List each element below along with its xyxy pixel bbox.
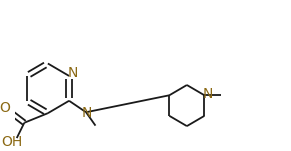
Text: N: N [81,106,92,120]
Text: N: N [203,87,213,101]
Text: OH: OH [1,135,22,149]
Text: N: N [68,66,78,80]
Text: O: O [0,101,10,115]
